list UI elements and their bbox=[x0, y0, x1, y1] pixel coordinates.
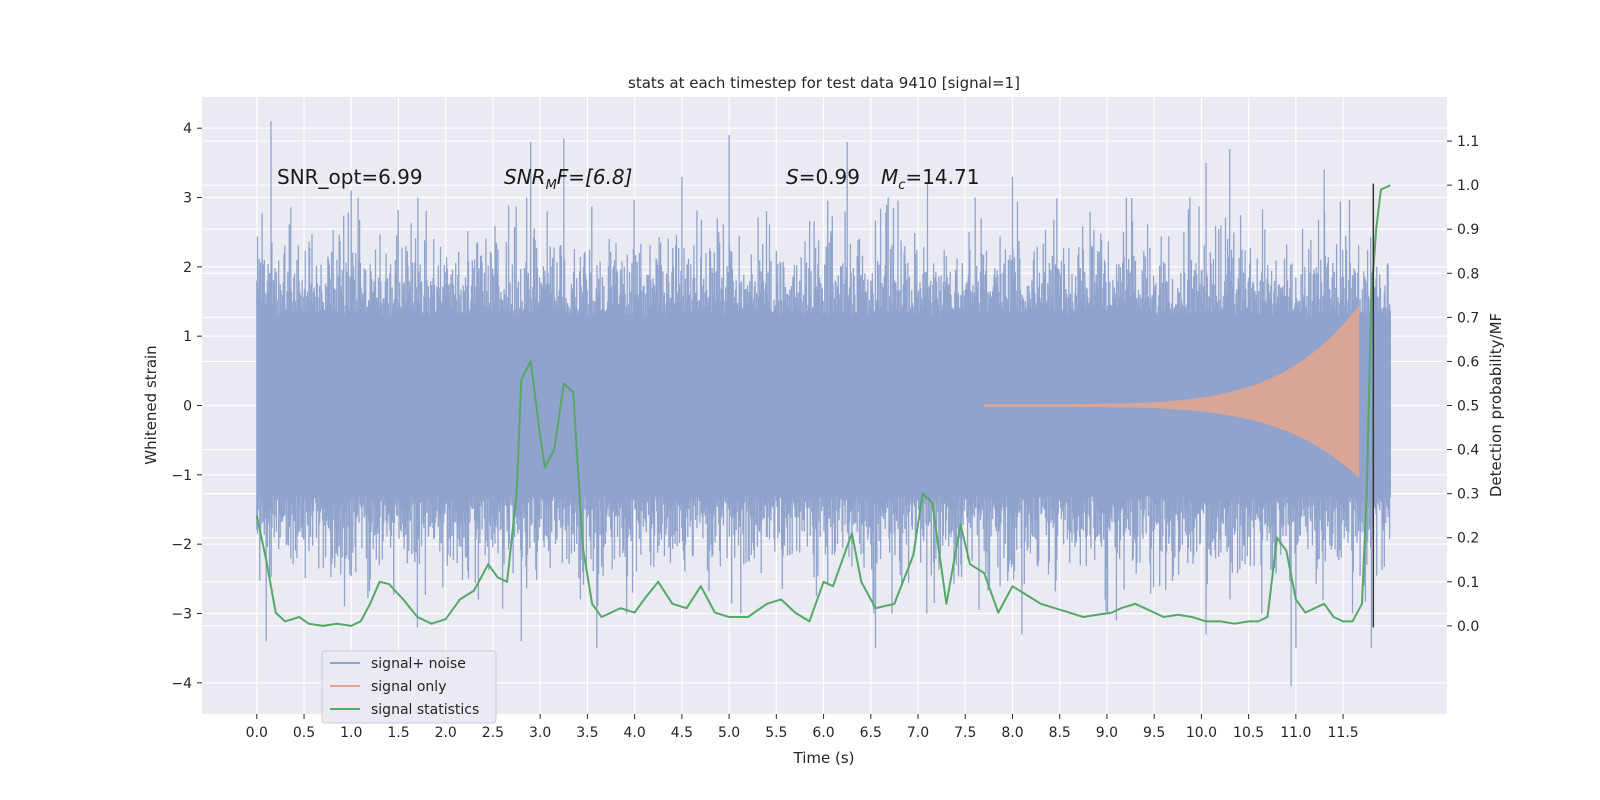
x-tick-label-0: 0.0 bbox=[246, 725, 268, 741]
statistics-line bbox=[255, 184, 1391, 627]
signal-only-series bbox=[984, 305, 1360, 479]
y-left-tick-label-2: −2 bbox=[171, 537, 192, 553]
mc-base: M bbox=[881, 165, 898, 189]
x-tick-label-13: 6.5 bbox=[860, 725, 882, 741]
y-right-axis-label: Detection probability/MF bbox=[1487, 313, 1505, 497]
y-left-tick-label-1: −3 bbox=[171, 606, 192, 622]
annotation-snr-opt: SNR_opt=6.99 bbox=[277, 165, 423, 189]
y-right-axis-ticks: 0.0 0.1 0.2 0.3 0.4 0.5 0.6 0.7 0.8 0.9 1.0 1.1 bbox=[1447, 134, 1479, 635]
x-tick-label-17: 8.5 bbox=[1049, 725, 1071, 741]
y-right-tick-label-0: 0.0 bbox=[1457, 619, 1479, 635]
y-left-tick-label-3: −1 bbox=[171, 468, 192, 484]
legend-box bbox=[321, 650, 497, 724]
y-left-axis-ticks: −4 −3 −2 −1 0 1 2 3 4 bbox=[171, 121, 202, 692]
x-tick-label-21: 10.5 bbox=[1233, 725, 1264, 741]
mc-rest: =14.71 bbox=[905, 165, 979, 189]
x-tick-label-2: 1.0 bbox=[340, 725, 362, 741]
y-right-tick-label-3: 0.3 bbox=[1457, 487, 1479, 503]
y-right-tick-label-8: 0.8 bbox=[1457, 266, 1479, 282]
legend-label-signal-only: signal only bbox=[371, 679, 446, 695]
chart-title: stats at each timestep for test data 941… bbox=[628, 74, 1020, 92]
annotation-s: S=0.99 bbox=[786, 165, 860, 189]
x-tick-label-5: 2.5 bbox=[482, 725, 504, 741]
y-right-tick-label-2: 0.2 bbox=[1457, 531, 1479, 547]
y-left-tick-label-0: −4 bbox=[171, 676, 192, 692]
y-right-tick-label-6: 0.6 bbox=[1457, 354, 1479, 370]
x-tick-label-9: 4.5 bbox=[671, 725, 693, 741]
y-right-tick-label-10: 1.0 bbox=[1457, 178, 1479, 194]
x-tick-label-12: 6.0 bbox=[812, 725, 834, 741]
annotation-snr-mf: SNRMF=[6.8] bbox=[504, 165, 632, 193]
s-rest: =0.99 bbox=[799, 165, 860, 189]
x-tick-label-15: 7.5 bbox=[954, 725, 976, 741]
x-tick-label-18: 9.0 bbox=[1096, 725, 1118, 741]
x-axis-label: Time (s) bbox=[793, 749, 855, 767]
x-tick-label-14: 7.0 bbox=[907, 725, 929, 741]
y-left-tick-label-7: 3 bbox=[183, 191, 192, 207]
snr-mf-base: SNR bbox=[504, 165, 546, 189]
x-tick-label-4: 2.0 bbox=[435, 725, 457, 741]
snr-mf-rest: F=[6.8] bbox=[557, 165, 633, 189]
legend-label-signal-statistics: signal statistics bbox=[371, 702, 479, 718]
x-tick-label-6: 3.0 bbox=[529, 725, 551, 741]
y-right-tick-label-9: 0.9 bbox=[1457, 222, 1479, 238]
y-right-tick-label-1: 0.1 bbox=[1457, 575, 1479, 591]
legend-label-signal-noise: signal+ noise bbox=[371, 656, 466, 672]
snr-mf-sub: M bbox=[546, 178, 557, 193]
x-tick-label-1: 0.5 bbox=[293, 725, 315, 741]
x-tick-label-20: 10.0 bbox=[1186, 725, 1217, 741]
y-left-tick-label-4: 0 bbox=[183, 399, 192, 415]
x-tick-label-10: 5.0 bbox=[718, 725, 740, 741]
x-tick-label-23: 11.5 bbox=[1328, 725, 1359, 741]
legend: signal+ noise signal only signal statist… bbox=[321, 650, 497, 724]
y-right-tick-label-11: 1.1 bbox=[1457, 134, 1479, 150]
x-tick-label-3: 1.5 bbox=[387, 725, 409, 741]
y-right-tick-label-7: 0.7 bbox=[1457, 310, 1479, 326]
mc-sub: c bbox=[898, 178, 905, 193]
x-axis-ticks: 0.0 0.5 1.0 1.5 2.0 2.5 3.0 3.5 4.0 4.5 5.0 5.5 6.0 6… bbox=[246, 714, 1359, 741]
y-right-tick-label-5: 0.5 bbox=[1457, 399, 1479, 415]
y-left-tick-label-5: 1 bbox=[183, 329, 192, 345]
s-var: S bbox=[786, 165, 799, 189]
x-tick-label-19: 9.5 bbox=[1143, 725, 1165, 741]
signal-only-envelope bbox=[984, 305, 1360, 479]
y-left-axis-label: Whitened strain bbox=[142, 345, 160, 464]
y-right-tick-label-4: 0.4 bbox=[1457, 443, 1479, 459]
y-left-tick-label-6: 2 bbox=[183, 260, 192, 276]
annotation-mc: Mc=14.71 bbox=[881, 165, 979, 193]
x-tick-label-16: 8.0 bbox=[1001, 725, 1023, 741]
x-tick-label-8: 4.0 bbox=[623, 725, 645, 741]
signal-statistics-series bbox=[255, 184, 1391, 627]
x-tick-label-22: 11.0 bbox=[1280, 725, 1311, 741]
x-tick-label-7: 3.5 bbox=[576, 725, 598, 741]
x-tick-label-11: 5.5 bbox=[765, 725, 787, 741]
y-left-tick-label-8: 4 bbox=[183, 121, 192, 137]
